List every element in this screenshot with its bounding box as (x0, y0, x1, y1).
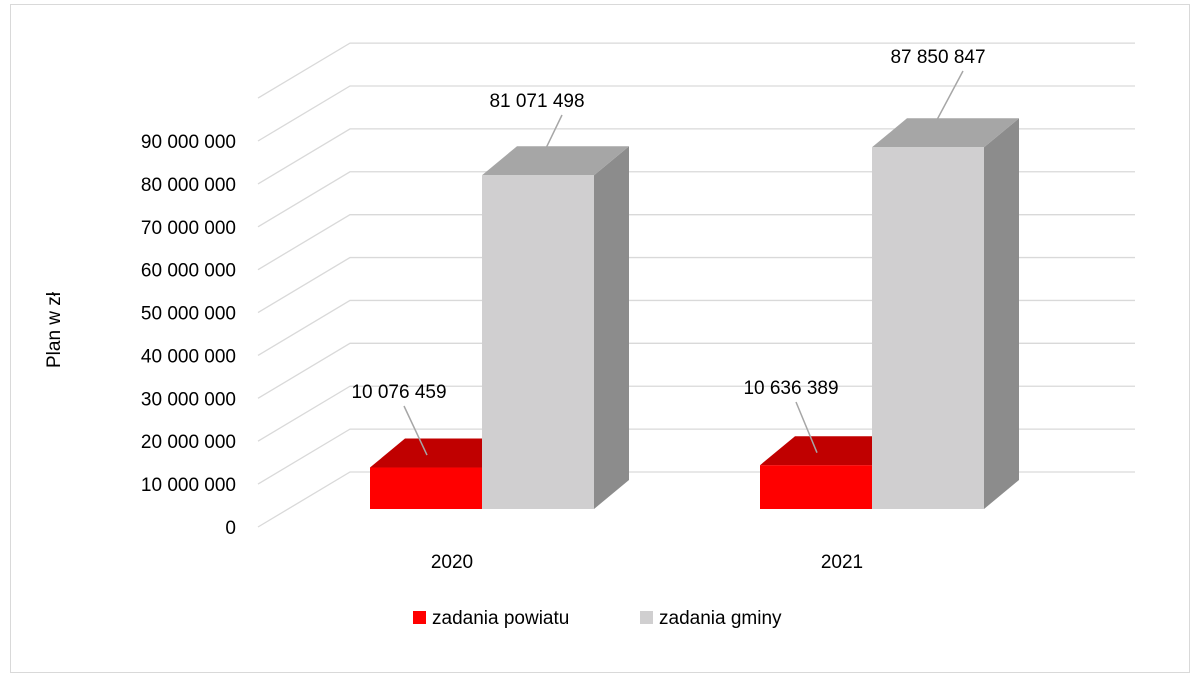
legend: zadania powiatu zadania gminy (413, 608, 782, 629)
legend-label: zadania powiatu (432, 608, 569, 629)
data-label: 87 850 847 (890, 47, 985, 68)
gridline (257, 85, 1135, 142)
y-axis-label: Plan w zł (44, 291, 65, 368)
y-tick-label: 60 000 000 (141, 261, 236, 282)
x-axis-ticks: 2020 2021 (431, 552, 863, 573)
bars (370, 118, 1019, 510)
data-label: 10 076 459 (351, 382, 446, 403)
legend-swatch (640, 611, 653, 624)
bar-front (872, 147, 984, 510)
data-label-leader-line (538, 114, 563, 164)
y-tick-label: 90 000 000 (141, 132, 236, 153)
legend-swatch (413, 611, 426, 624)
bar-top (872, 118, 1019, 148)
bar-front (482, 175, 594, 510)
data-label: 10 636 389 (743, 378, 838, 399)
data-label-leader-line (403, 405, 428, 456)
legend-label: zadania gminy (659, 608, 782, 629)
y-axis-ticks: 0 10 000 000 20 000 000 30 000 000 40 000 00… (141, 132, 236, 539)
data-label-leader-line (928, 70, 964, 136)
x-tick-label: 2021 (821, 552, 863, 573)
y-tick-label: 50 000 000 (141, 304, 236, 325)
y-tick-label: 10 000 000 (141, 475, 236, 496)
bar-top (370, 438, 517, 468)
gridline (257, 128, 1135, 185)
top-cropped-strip (0, 0, 1197, 6)
gridline (257, 42, 1135, 99)
bar-side (984, 118, 1019, 509)
data-label: 81 071 498 (489, 91, 584, 112)
bar-side (594, 146, 629, 510)
x-tick-label: 2020 (431, 552, 473, 573)
y-tick-label: 70 000 000 (141, 218, 236, 239)
bar-front (760, 465, 872, 509)
bar-top (482, 146, 629, 176)
y-tick-label: 20 000 000 (141, 432, 236, 453)
bar-top (760, 436, 907, 466)
y-tick-label: 0 (225, 518, 236, 539)
bar-zadania-gminy-2020 (482, 146, 629, 510)
y-tick-label: 40 000 000 (141, 346, 236, 367)
y-tick-label: 30 000 000 (141, 389, 236, 410)
data-labels: 10 076 459 81 071 498 10 636 389 87 850 847 (351, 47, 986, 456)
y-tick-label: 80 000 000 (141, 175, 236, 196)
bar-zadania-gminy-2021 (872, 118, 1019, 510)
bar-front (370, 467, 482, 509)
data-label-leader-line (795, 401, 818, 453)
